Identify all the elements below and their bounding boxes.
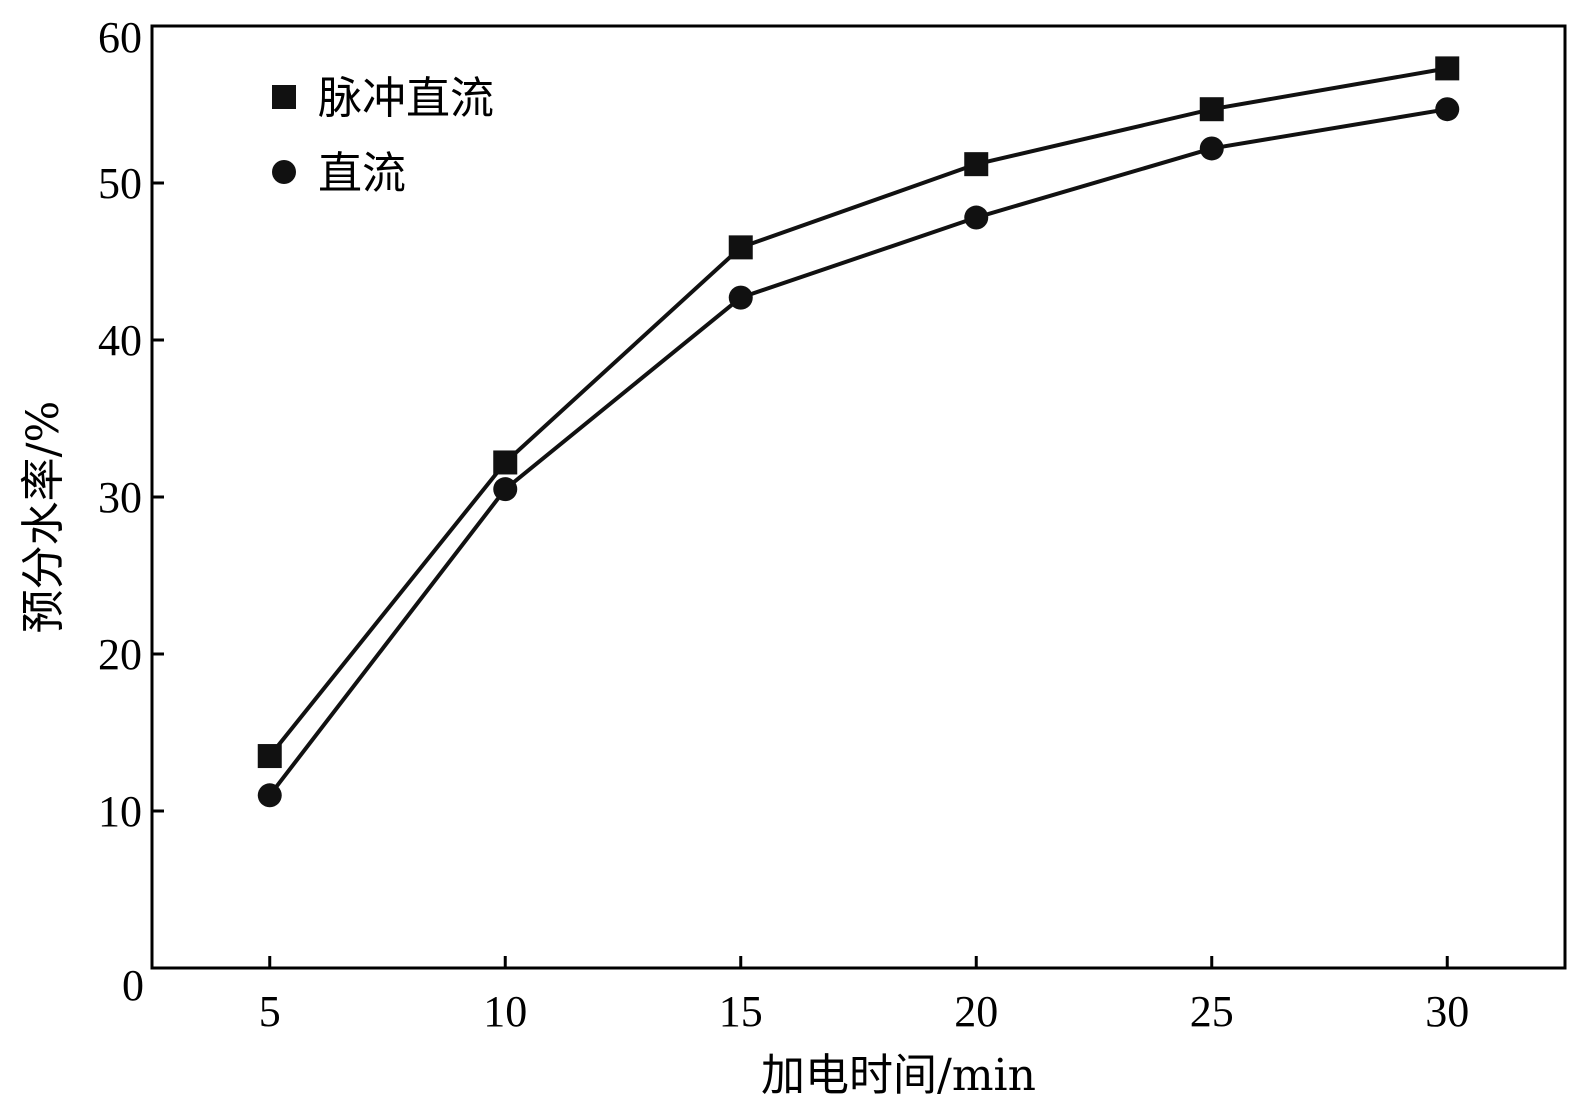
ticks: 0 10 20 30 40 50 60 5 10 15 20 25 30: [98, 13, 1469, 1036]
x-tick-label: 25: [1190, 987, 1234, 1036]
legend-label-pulse-dc: 脉冲直流: [318, 73, 494, 124]
data-point-square: [257, 744, 282, 769]
y-tick-label: 30: [98, 473, 142, 522]
x-tick-label: 20: [954, 987, 998, 1036]
data-point-square: [1199, 97, 1224, 122]
data-point-square: [964, 152, 989, 177]
data-point-circle: [257, 783, 282, 808]
data-point-circle: [1199, 136, 1224, 161]
x-axis-title: 加电时间/min: [761, 1050, 1036, 1101]
y-tick-label: 50: [98, 159, 142, 208]
x-tick-label: 10: [483, 987, 527, 1036]
data-point-circle: [493, 477, 518, 502]
y-tick-label: 20: [98, 630, 142, 679]
data-point-circle: [964, 205, 989, 230]
legend-marker-circle-icon: [272, 160, 296, 184]
x-tick-label: 5: [259, 987, 281, 1036]
legend: 脉冲直流 直流: [272, 73, 494, 199]
y-tick-label: 60: [98, 13, 142, 62]
y-tick-label: 10: [98, 787, 142, 836]
legend-marker-square-icon: [272, 85, 296, 109]
series-pulse-dc: [257, 56, 1460, 769]
series-line: [268, 107, 1448, 797]
y-axis-title: 预分水率/%: [18, 401, 69, 634]
data-point-square: [493, 450, 518, 475]
series-group: [257, 56, 1460, 808]
y-tick-label: 0: [122, 961, 144, 1010]
data-point-square: [728, 235, 753, 260]
data-point-circle: [1435, 97, 1460, 122]
series-line: [268, 66, 1448, 758]
data-point-square: [1435, 56, 1460, 81]
x-tick-label: 30: [1425, 987, 1469, 1036]
x-tick-label: 15: [719, 987, 763, 1036]
data-point-circle: [728, 285, 753, 310]
series-dc: [257, 97, 1460, 808]
y-tick-label: 40: [98, 316, 142, 365]
legend-label-dc: 直流: [318, 148, 406, 199]
